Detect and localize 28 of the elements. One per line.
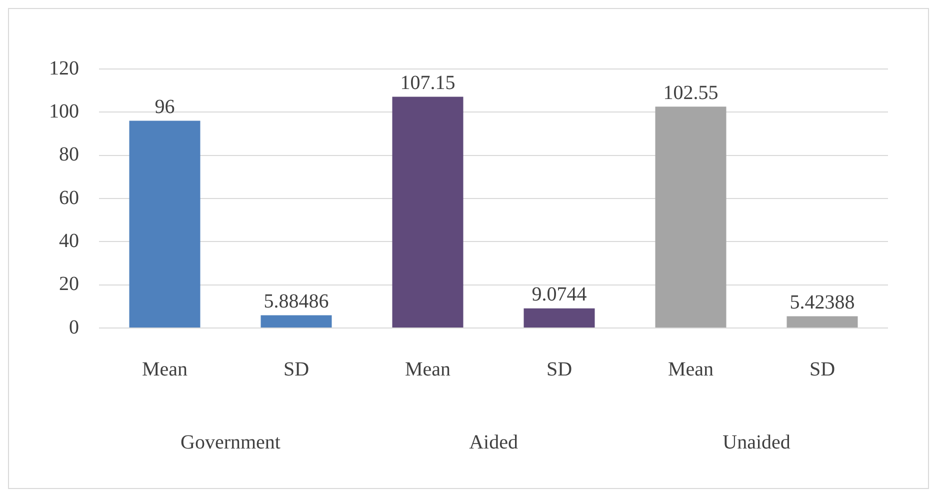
- y-tick-label: 0: [69, 316, 79, 338]
- x-tick-label: Mean: [142, 358, 188, 380]
- data-label: 102.55: [663, 82, 718, 104]
- text: Unaided: [722, 431, 790, 454]
- y-tick-label: 80: [59, 144, 79, 166]
- x-tick-label: SD: [546, 358, 572, 380]
- data-label: 5.42388: [790, 292, 855, 314]
- bar: [786, 316, 858, 328]
- y-tick-label: 120: [49, 57, 79, 80]
- x-tick-label: SD: [809, 358, 836, 380]
- data-label: 5.88486: [264, 290, 329, 313]
- data-label: 96: [154, 96, 175, 118]
- bar: [655, 106, 726, 328]
- bar: [260, 315, 332, 328]
- text: Government: [180, 431, 281, 454]
- bar: [392, 96, 464, 328]
- y-tick-label: 100: [49, 100, 79, 122]
- bar: [524, 308, 595, 328]
- data-label: 9.0744: [532, 284, 587, 306]
- text: Aided: [469, 431, 518, 454]
- data-label: 107.15: [400, 72, 456, 94]
- bar: [129, 120, 200, 328]
- y-tick-label: 20: [59, 273, 79, 296]
- y-tick-label: 60: [59, 186, 79, 209]
- x-tick-label: Mean: [668, 358, 714, 380]
- y-tick-label: 40: [59, 230, 79, 252]
- x-tick-label: SD: [283, 358, 310, 380]
- x-tick-label: Mean: [404, 358, 451, 380]
